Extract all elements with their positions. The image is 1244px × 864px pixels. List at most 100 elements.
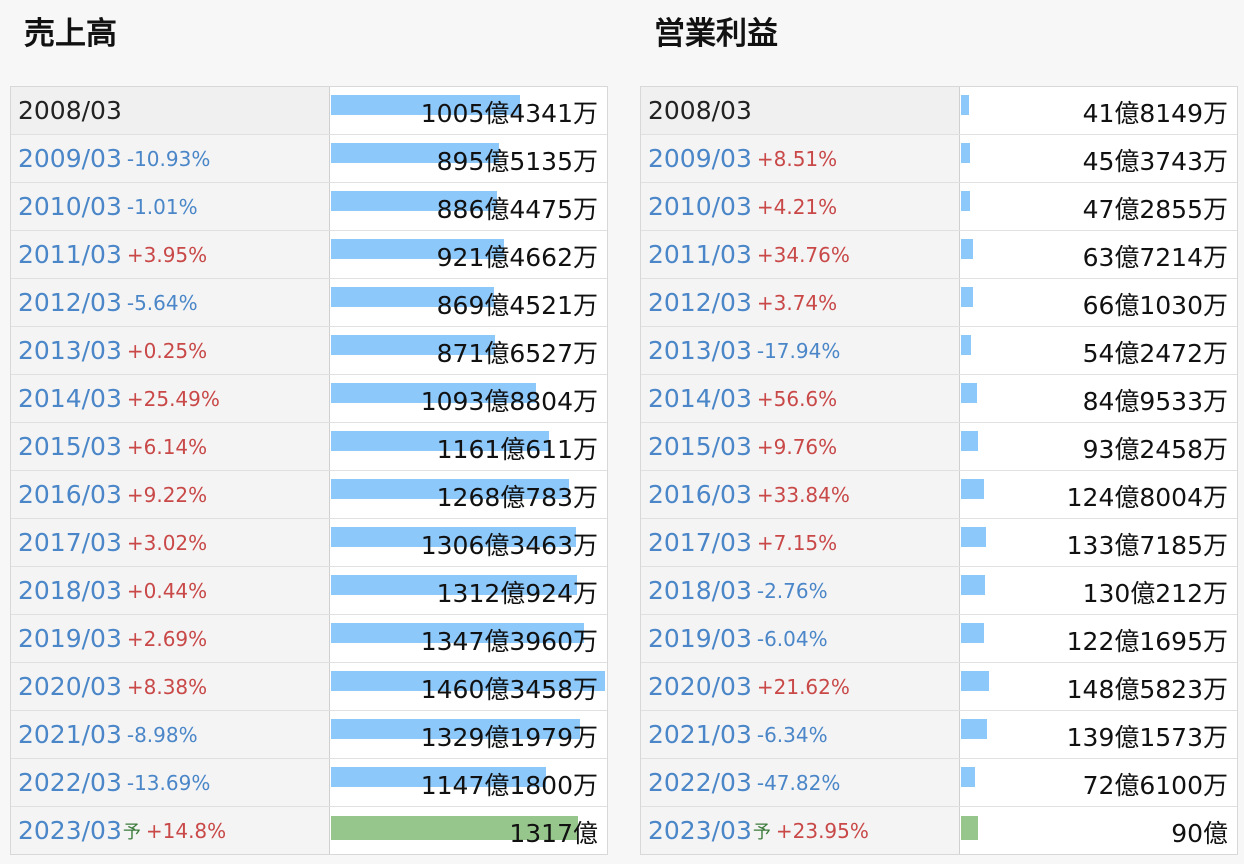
value-cell: 1268億783万	[330, 471, 607, 518]
change-percent: -13.69%	[126, 770, 211, 795]
sales-title: 売上高	[24, 16, 117, 52]
value-label: 130億212万	[1082, 579, 1228, 608]
year-link[interactable]: 2014/03	[648, 384, 752, 413]
value-label: 72億6100万	[1082, 771, 1228, 800]
year-link[interactable]: 2011/03	[18, 240, 122, 269]
value-cell: 1317億	[330, 807, 607, 854]
year-link[interactable]: 2023/03	[18, 816, 122, 845]
table-row: 2010/03 -1.01% 886億4475万	[11, 183, 607, 231]
change-percent: -2.76%	[756, 578, 828, 603]
change-percent: +0.44%	[126, 578, 208, 603]
value-label: 124億8004万	[1066, 483, 1228, 512]
change-percent: +25.49%	[126, 386, 220, 411]
year-link[interactable]: 2009/03	[18, 144, 122, 173]
year-cell: 2012/03 +3.74%	[641, 279, 960, 326]
value-bar	[331, 335, 495, 355]
table-row: 2009/03 +8.51% 45億3743万	[641, 135, 1237, 183]
table-row: 2015/03 +6.14% 1161億611万	[11, 423, 607, 471]
year-cell: 2021/03 -8.98%	[11, 711, 330, 758]
year-cell: 2012/03 -5.64%	[11, 279, 330, 326]
change-percent: +6.14%	[126, 434, 208, 459]
year-link[interactable]: 2016/03	[18, 480, 122, 509]
value-cell: 895億5135万	[330, 135, 607, 182]
value-cell: 871億6527万	[330, 327, 607, 374]
year-link[interactable]: 2015/03	[18, 432, 122, 461]
year-cell: 2015/03 +6.14%	[11, 423, 330, 470]
year-link[interactable]: 2016/03	[648, 480, 752, 509]
year-link[interactable]: 2014/03	[18, 384, 122, 413]
year-link[interactable]: 2019/03	[648, 624, 752, 653]
forecast-bar	[331, 816, 578, 840]
year-link[interactable]: 2018/03	[648, 576, 752, 605]
value-cell: 130億212万	[960, 567, 1237, 614]
value-cell: 1329億1979万	[330, 711, 607, 758]
year-cell: 2018/03 -2.76%	[641, 567, 960, 614]
value-cell: 63億7214万	[960, 231, 1237, 278]
value-label: 1147億1800万	[420, 771, 598, 800]
value-cell: 139億1573万	[960, 711, 1237, 758]
year-link[interactable]: 2009/03	[648, 144, 752, 173]
value-cell: 1306億3463万	[330, 519, 607, 566]
year-link[interactable]: 2012/03	[648, 288, 752, 317]
value-bar	[961, 239, 973, 259]
value-label: 139億1573万	[1066, 723, 1228, 752]
year-cell: 2008/03	[11, 87, 330, 134]
year-link[interactable]: 2019/03	[18, 624, 122, 653]
value-cell: 1347億3960万	[330, 615, 607, 662]
table-row: 2010/03 +4.21% 47億2855万	[641, 183, 1237, 231]
year-link[interactable]: 2022/03	[648, 768, 752, 797]
year-link[interactable]: 2013/03	[648, 336, 752, 365]
value-label: 886億4475万	[436, 195, 598, 224]
value-bar	[961, 575, 985, 595]
year-cell: 2021/03 -6.34%	[641, 711, 960, 758]
year-link[interactable]: 2018/03	[18, 576, 122, 605]
value-label: 122億1695万	[1066, 627, 1228, 656]
value-label: 1347億3960万	[420, 627, 598, 656]
forecast-mark: 予	[122, 821, 141, 843]
year-link[interactable]: 2011/03	[648, 240, 752, 269]
change-percent: +3.95%	[126, 242, 208, 267]
change-percent: +3.02%	[126, 530, 208, 555]
table-row: 2016/03 +33.84% 124億8004万	[641, 471, 1237, 519]
change-percent: +4.21%	[756, 194, 838, 219]
value-bar	[331, 383, 536, 403]
value-bar	[961, 95, 969, 115]
change-percent: -6.34%	[756, 722, 828, 747]
year-link[interactable]: 2012/03	[18, 288, 122, 317]
value-label: 1005億4341万	[420, 99, 598, 128]
year-cell: 2023/03 予 +14.8%	[11, 807, 330, 854]
year-link[interactable]: 2013/03	[18, 336, 122, 365]
value-cell: 54億2472万	[960, 327, 1237, 374]
year-cell: 2019/03 -6.04%	[641, 615, 960, 662]
value-bar	[331, 719, 580, 739]
year-link[interactable]: 2021/03	[648, 720, 752, 749]
year-link[interactable]: 2010/03	[648, 192, 752, 221]
value-bar	[961, 479, 984, 499]
table-row: 2017/03 +7.15% 133億7185万	[641, 519, 1237, 567]
year-link[interactable]: 2017/03	[18, 528, 122, 557]
year-link[interactable]: 2017/03	[648, 528, 752, 557]
value-label: 47億2855万	[1082, 195, 1228, 224]
value-bar	[331, 671, 605, 691]
value-label: 921億4662万	[436, 243, 598, 272]
value-label: 1460億3458万	[420, 675, 598, 704]
year-cell: 2016/03 +9.22%	[11, 471, 330, 518]
value-label: 1312億924万	[436, 579, 598, 608]
year-link[interactable]: 2010/03	[18, 192, 122, 221]
year-link[interactable]: 2023/03	[648, 816, 752, 845]
year-link[interactable]: 2022/03	[18, 768, 122, 797]
year-link[interactable]: 2020/03	[648, 672, 752, 701]
year-link[interactable]: 2015/03	[648, 432, 752, 461]
value-label: 93億2458万	[1082, 435, 1228, 464]
year-link[interactable]: 2021/03	[18, 720, 122, 749]
value-cell: 41億8149万	[960, 87, 1237, 134]
value-bar	[961, 767, 975, 787]
change-percent: -1.01%	[126, 194, 198, 219]
year-cell: 2017/03 +3.02%	[11, 519, 330, 566]
table-row: 2018/03 +0.44% 1312億924万	[11, 567, 607, 615]
change-percent: +9.76%	[756, 434, 838, 459]
change-percent: -6.04%	[756, 626, 828, 651]
year-link: 2008/03	[18, 96, 122, 125]
year-link[interactable]: 2020/03	[18, 672, 122, 701]
value-label: 1268億783万	[436, 483, 598, 512]
